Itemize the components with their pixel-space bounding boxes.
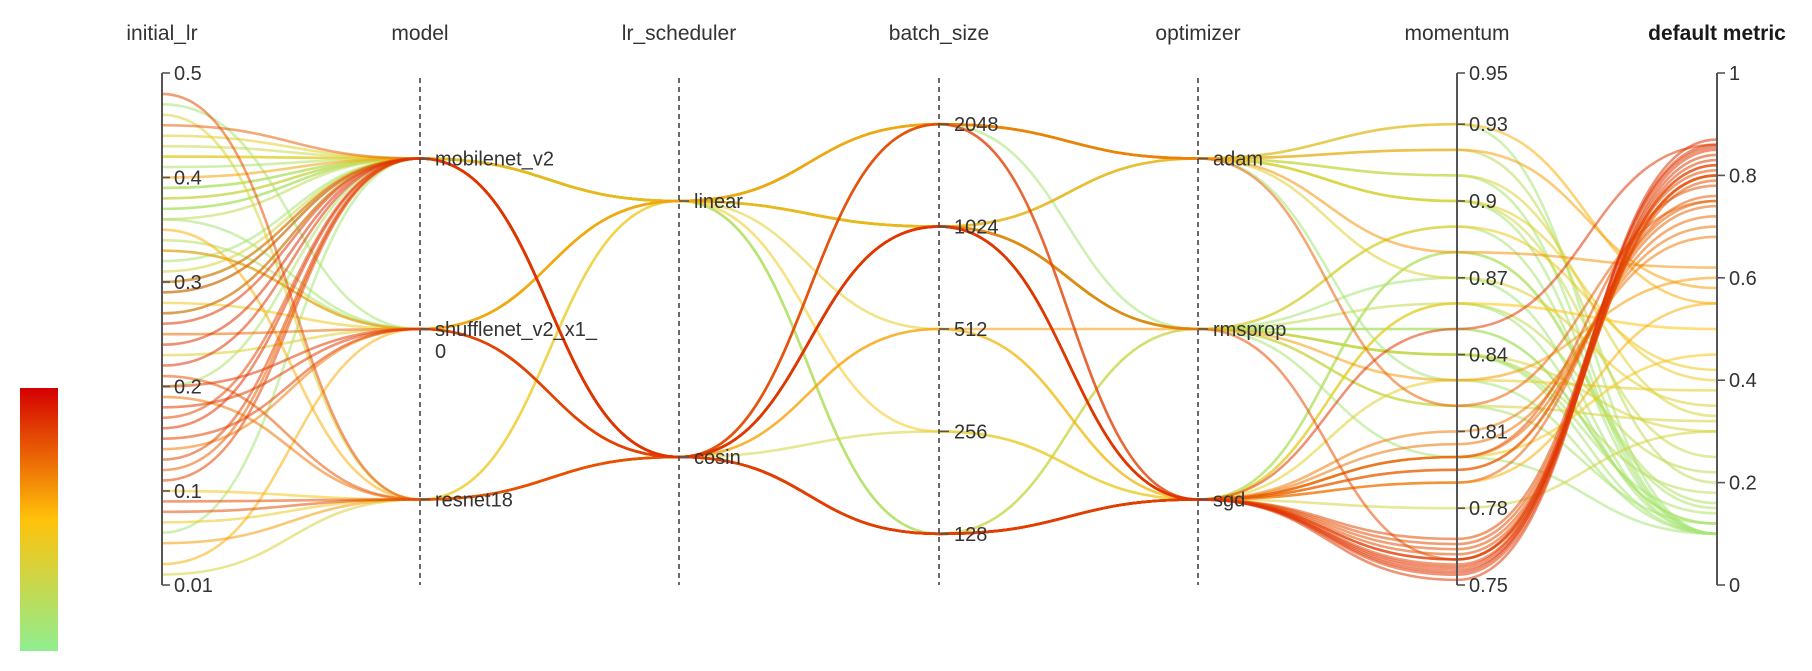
tick-label-momentum-1: 0.93 (1469, 114, 1508, 136)
tick-label-initial_lr-3: 0.2 (174, 376, 202, 398)
tick-label-momentum-7: 0.75 (1469, 575, 1508, 597)
category-label-optimizer-1: rmsprop (1213, 319, 1286, 341)
axis-title-initial_lr: initial_lr (126, 22, 197, 45)
category-label-model-1: shufflenet_v2_x1_ 0 (435, 319, 598, 363)
category-label-batch_size-3: 256 (954, 421, 987, 443)
category-label-optimizer-0: adam (1213, 149, 1263, 171)
tick-label-momentum-3: 0.87 (1469, 268, 1508, 290)
category-label-model-2: resnet18 (435, 489, 513, 511)
axis-title-metric: default metric (1648, 22, 1786, 45)
tick-label-metric-0: 1 (1729, 63, 1740, 85)
category-label-batch_size-0: 2048 (954, 114, 999, 136)
tick-label-momentum-0: 0.95 (1469, 63, 1508, 85)
category-label-batch_size-1: 1024 (954, 217, 999, 239)
tick-label-momentum-5: 0.81 (1469, 421, 1508, 443)
tick-label-momentum-4: 0.84 (1469, 345, 1508, 367)
tick-label-metric-4: 0.2 (1729, 473, 1757, 495)
axes: initial_lr 0.5 0.4 0.3 0.2 0.1 0.01 model mobile… (126, 22, 1786, 597)
category-label-lr_scheduler-0: linear (694, 191, 743, 213)
tick-label-metric-2: 0.6 (1729, 268, 1757, 290)
category-label-batch_size-2: 512 (954, 319, 987, 341)
category-label-lr_scheduler-1: cosin (694, 447, 741, 469)
axis-title-momentum: momentum (1404, 22, 1509, 45)
data-line-3 (161, 148, 1718, 582)
tick-label-initial_lr-1: 0.4 (174, 167, 202, 189)
tick-label-metric-1: 0.8 (1729, 165, 1757, 187)
category-label-batch_size-4: 128 (954, 524, 987, 546)
tick-label-initial_lr-4: 0.1 (174, 481, 202, 503)
tick-label-metric-5: 0 (1729, 575, 1740, 597)
tick-label-metric-3: 0.4 (1729, 370, 1757, 392)
category-label-model-0: mobilenet_v2 (435, 149, 554, 171)
axis-title-batch_size: batch_size (889, 22, 989, 45)
tick-label-momentum-2: 0.9 (1469, 191, 1497, 213)
axis-title-optimizer: optimizer (1155, 22, 1240, 45)
tick-label-initial_lr-5: 0.01 (174, 575, 213, 597)
tick-label-initial_lr-2: 0.3 (174, 272, 202, 294)
axis-title-model: model (391, 22, 448, 45)
tick-label-initial_lr-0: 0.5 (174, 63, 202, 85)
color-scale-bar (20, 388, 58, 651)
axis-title-lr_scheduler: lr_scheduler (622, 22, 736, 45)
category-label-optimizer-2: sgd (1213, 489, 1245, 511)
tick-label-momentum-6: 0.78 (1469, 498, 1508, 520)
